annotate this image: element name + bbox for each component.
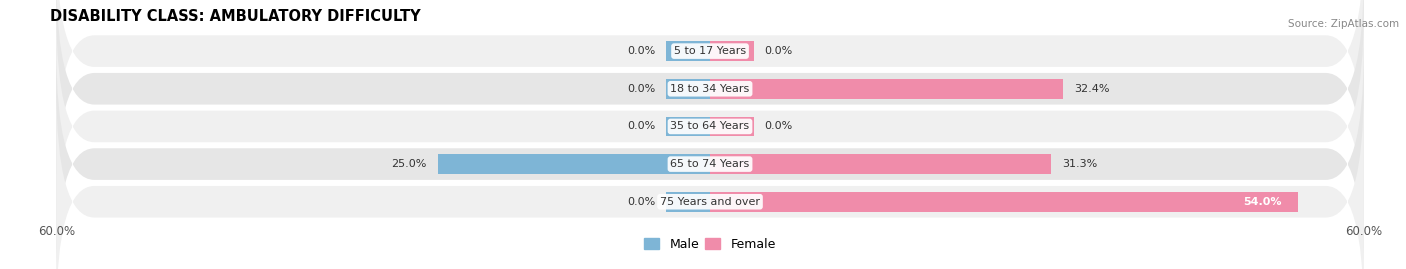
- Bar: [710, 41, 754, 61]
- Bar: [710, 117, 754, 136]
- Bar: [710, 192, 1298, 211]
- Text: 0.0%: 0.0%: [765, 46, 793, 56]
- Text: 0.0%: 0.0%: [627, 121, 655, 132]
- FancyBboxPatch shape: [56, 10, 1364, 242]
- Text: Source: ZipAtlas.com: Source: ZipAtlas.com: [1288, 19, 1399, 29]
- Text: 0.0%: 0.0%: [627, 84, 655, 94]
- Text: 18 to 34 Years: 18 to 34 Years: [671, 84, 749, 94]
- Bar: [437, 154, 710, 174]
- Bar: [666, 192, 710, 211]
- Text: 54.0%: 54.0%: [1243, 197, 1282, 207]
- FancyBboxPatch shape: [56, 0, 1364, 167]
- Text: 35 to 64 Years: 35 to 64 Years: [671, 121, 749, 132]
- Text: DISABILITY CLASS: AMBULATORY DIFFICULTY: DISABILITY CLASS: AMBULATORY DIFFICULTY: [49, 9, 420, 24]
- FancyBboxPatch shape: [56, 48, 1364, 269]
- Text: 0.0%: 0.0%: [765, 121, 793, 132]
- Bar: [710, 154, 1052, 174]
- Bar: [666, 79, 710, 98]
- FancyBboxPatch shape: [56, 0, 1364, 205]
- Text: 0.0%: 0.0%: [627, 46, 655, 56]
- FancyBboxPatch shape: [56, 86, 1364, 269]
- Bar: [710, 79, 1063, 98]
- Legend: Male, Female: Male, Female: [640, 233, 780, 256]
- Bar: [666, 41, 710, 61]
- Text: 0.0%: 0.0%: [627, 197, 655, 207]
- Text: 65 to 74 Years: 65 to 74 Years: [671, 159, 749, 169]
- Text: 31.3%: 31.3%: [1062, 159, 1097, 169]
- Text: 32.4%: 32.4%: [1074, 84, 1109, 94]
- Bar: [666, 117, 710, 136]
- Text: 75 Years and over: 75 Years and over: [659, 197, 761, 207]
- Text: 25.0%: 25.0%: [391, 159, 427, 169]
- Text: 5 to 17 Years: 5 to 17 Years: [673, 46, 747, 56]
